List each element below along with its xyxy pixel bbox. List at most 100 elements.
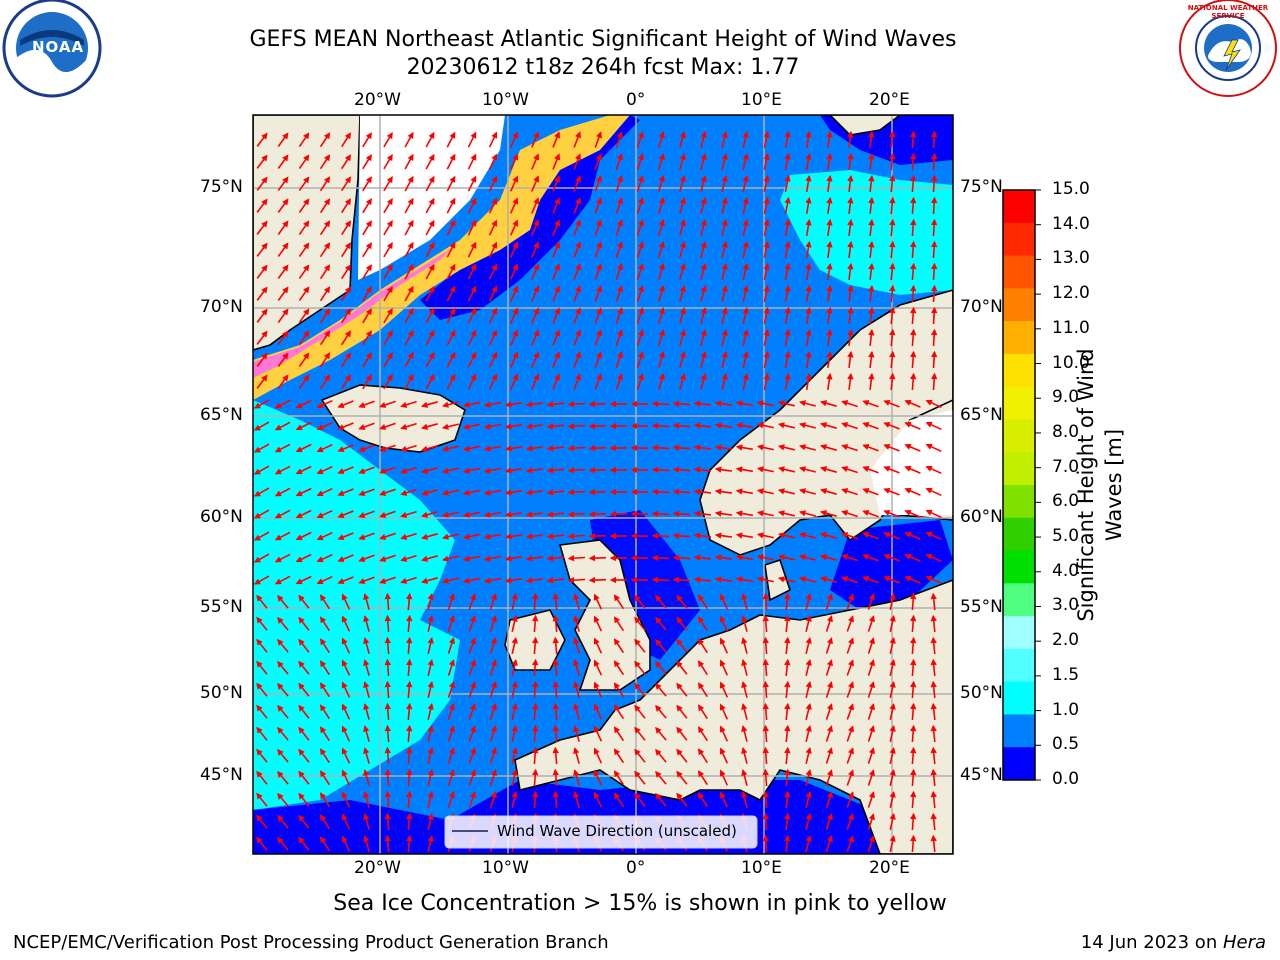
wind-wave-arrow: [594, 131, 602, 148]
wind-wave-arrow: [657, 307, 665, 324]
wind-wave-arrow: [719, 725, 729, 742]
wind-wave-arrow: [868, 152, 875, 170]
wind-wave-arrow: [930, 834, 937, 853]
wind-wave-arrow: [657, 219, 665, 236]
wind-wave-arrow: [925, 465, 942, 475]
wind-wave-arrow: [615, 131, 623, 148]
wind-wave-arrow: [274, 443, 291, 453]
wind-wave-arrow: [847, 174, 854, 193]
wind-wave-arrow: [253, 509, 270, 519]
wind-wave-arrow: [742, 372, 749, 390]
wind-wave-arrow: [825, 703, 833, 720]
wind-wave-arrow: [509, 131, 519, 148]
wind-wave-arrow: [462, 467, 480, 474]
wind-wave-arrow: [862, 532, 879, 540]
colorbar-segment: [1003, 616, 1035, 650]
wind-wave-arrow: [634, 638, 646, 653]
wind-wave-arrow: [295, 443, 312, 453]
wind-wave-arrow: [784, 306, 791, 325]
wind-wave-arrow: [889, 724, 896, 742]
wind-wave-arrow: [341, 769, 351, 786]
wind-wave-arrow: [383, 329, 393, 346]
wind-wave-arrow: [825, 681, 833, 698]
wind-wave-arrow: [867, 593, 875, 610]
wind-wave-arrow: [298, 704, 310, 719]
wind-wave-arrow: [742, 174, 749, 192]
wind-wave-arrow: [841, 510, 858, 518]
wind-wave-arrow: [277, 220, 289, 235]
wind-wave-arrow: [825, 725, 833, 742]
wind-wave-arrow: [573, 615, 580, 632]
wind-wave-arrow: [655, 792, 667, 807]
wind-wave-arrow: [319, 220, 331, 236]
wind-wave-arrow: [799, 466, 816, 473]
wind-wave-arrow: [588, 466, 607, 474]
wind-wave-arrow: [763, 328, 770, 346]
wind-wave-arrow: [763, 196, 770, 214]
denmark-land: [764, 558, 791, 602]
wind-wave-arrow: [531, 263, 540, 280]
wind-wave-arrow: [700, 175, 707, 192]
wind-wave-arrow: [316, 421, 333, 431]
wind-wave-arrow: [847, 240, 854, 259]
wind-wave-arrow: [657, 197, 665, 214]
wind-wave-arrow: [277, 770, 289, 785]
wind-wave-arrow: [904, 575, 921, 584]
wind-wave-arrow: [363, 593, 370, 610]
wind-wave-arrow: [468, 747, 476, 764]
wind-wave-arrow: [636, 219, 644, 236]
wind-wave-arrow: [467, 131, 477, 148]
wind-wave-arrow: [868, 350, 875, 368]
wind-wave-arrow: [714, 466, 733, 473]
wind-wave-arrow: [383, 219, 393, 236]
wind-wave-arrow: [525, 423, 544, 430]
wind-wave-arrow: [805, 658, 812, 676]
wind-wave-arrow: [762, 658, 769, 677]
wind-wave-arrow: [846, 659, 854, 676]
wind-wave-arrow: [841, 576, 858, 584]
wind-wave-arrow: [784, 174, 791, 193]
colorbar-segment: [1003, 550, 1035, 584]
greenland-ice-white: [358, 115, 505, 280]
wind-wave-arrow: [277, 198, 289, 213]
wind-wave-arrow: [657, 175, 665, 192]
wind-wave-arrow: [676, 726, 688, 741]
wind-wave-arrow: [447, 769, 455, 786]
wind-wave-arrow: [406, 614, 413, 633]
wind-wave-arrow: [698, 792, 708, 808]
wind-wave-arrow: [511, 636, 518, 654]
wind-wave-arrow: [383, 241, 393, 258]
wind-wave-arrow: [532, 746, 539, 765]
wind-wave-arrow: [805, 218, 812, 237]
wind-wave-arrow: [634, 748, 646, 763]
wind-wave-arrow: [636, 153, 644, 170]
wind-wave-arrow: [298, 814, 310, 829]
wind-wave-arrow: [925, 443, 942, 453]
wind-wave-arrow: [573, 219, 582, 236]
wind-wave-arrow: [316, 575, 333, 585]
wind-wave-arrow: [910, 262, 917, 281]
wind-wave-arrow: [719, 703, 729, 720]
wind-wave-arrow: [546, 533, 565, 540]
wind-wave-arrow: [784, 790, 791, 809]
wind-wave-arrow: [741, 681, 748, 698]
wind-wave-arrow: [468, 593, 476, 610]
wind-wave-arrow: [721, 218, 728, 236]
wind-wave-arrow: [742, 152, 749, 170]
wind-wave-arrow: [467, 351, 477, 368]
wind-wave-arrow: [763, 306, 770, 324]
wind-wave-arrow: [672, 576, 691, 583]
wind-wave-arrow: [316, 531, 333, 541]
wind-wave-arrow: [404, 131, 414, 148]
wind-wave-arrow: [910, 658, 917, 677]
footer-host: Hera: [1222, 932, 1266, 953]
wind-wave-arrow: [277, 286, 289, 301]
wind-wave-arrow: [362, 198, 372, 214]
wind-wave-arrow: [762, 834, 769, 853]
wind-wave-arrow: [889, 196, 896, 215]
wind-wave-arrow: [441, 555, 459, 562]
wind-wave-arrow: [511, 658, 518, 676]
wind-wave-arrow: [820, 400, 837, 407]
wind-wave-arrow: [341, 681, 351, 698]
wind-wave-arrow: [636, 197, 644, 214]
